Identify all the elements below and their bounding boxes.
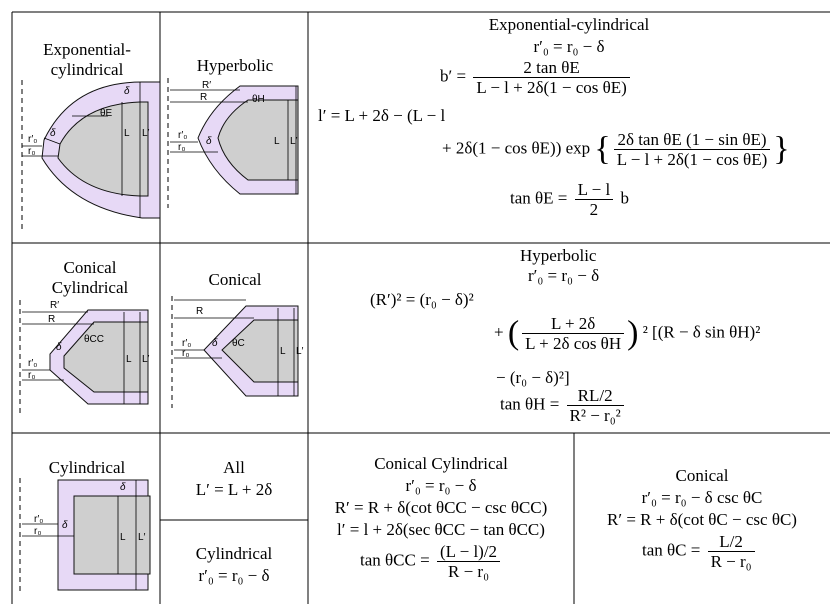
c-tan-lhs: tan θC =: [642, 540, 701, 560]
cyl-r0-label: r₀: [34, 526, 41, 537]
hyp-l2-num: L + 2δ: [522, 314, 625, 334]
hyp-eq-title: Hyperbolic: [520, 246, 597, 265]
exp-eq-b: b′ = 2 tan θE L − l + 2δ(1 − cos θE): [440, 58, 633, 97]
c-theta-label: θC: [232, 338, 245, 349]
exp-b-lhs: b′ =: [440, 66, 467, 86]
hyp-l2-plus: +: [494, 322, 504, 342]
hyp-L-label: L: [274, 136, 280, 147]
cc-Lp-label: L′: [142, 354, 150, 365]
hyp-Rp-label: R′: [202, 80, 211, 91]
exp-eq-l-line2: + 2δ(1 − cos θE)) exp {2δ tan θE (1 − si…: [442, 130, 790, 169]
exp-tan-num: L − l: [574, 180, 614, 200]
exp-l2-a: + 2δ(1 − cos θE)) exp: [442, 138, 591, 158]
hyperbolic-diagram-title: Hyperbolic: [196, 56, 274, 75]
exp-eq-title: Exponential-cylindrical: [488, 15, 650, 34]
cyl-Lp-label: L′: [138, 532, 146, 543]
c-L-label: L: [280, 346, 286, 357]
exp-r0p-label: r′₀: [28, 134, 37, 145]
c-Rp-label: R′: [198, 296, 207, 299]
hyp-eq-line1: (R′)² = (r₀ − δ)²: [370, 290, 474, 309]
cc-eq-l3: l′ = l + 2δ(sec θCC − tan θCC): [337, 520, 545, 539]
exp-tan-lhs: tan θE =: [510, 188, 568, 208]
exp-l2-den: L − l + 2δ(1 − cos θE): [616, 150, 768, 169]
c-eq-l2: R′ = R + δ(cot θC − csc θC): [607, 510, 797, 529]
cc-tan-lhs: tan θCC =: [360, 550, 430, 570]
c-R-label: R: [196, 306, 203, 317]
cc-eq-l2: R′ = R + δ(cot θCC − csc θCC): [334, 498, 548, 517]
exp-eq-l-line1: l′ = L + 2δ − (L − l: [318, 106, 446, 125]
hyp-tan-num: RL/2: [566, 386, 624, 406]
c-tan-den: R − r₀: [710, 552, 752, 571]
exp-theta-label: θE: [100, 108, 113, 119]
cyl-r0p-label: r′₀: [34, 514, 43, 525]
cc-tan-num: (L − l)/2: [436, 542, 501, 562]
exp-delta-top-label: δ: [124, 86, 130, 97]
conical-diagram-title: Conical: [208, 270, 262, 289]
cc-eq-l1: r′₀ = r₀ − δ: [405, 476, 477, 495]
c-delta-label: δ: [212, 338, 218, 349]
cyl-delta-label: δ: [62, 520, 68, 531]
hyp-eq-r0: r′₀ = r₀ − δ: [528, 266, 600, 285]
cyl-eq: r′₀ = r₀ − δ: [198, 566, 270, 585]
cc-theta-label: θCC: [84, 334, 104, 345]
c-eq-l1: r′₀ = r₀ − δ csc θC: [641, 488, 763, 507]
cc-R-label: R: [48, 314, 55, 325]
exp-eq-r0: r′₀ = r₀ − δ: [533, 37, 605, 56]
hyp-l2-b: ² [(R − δ sin θH)²: [642, 322, 761, 342]
exp-delta-label: δ: [50, 128, 56, 139]
cc-delta-label: δ: [56, 342, 62, 353]
hyp-theta-label: θH: [252, 94, 265, 105]
exp-tan-den: 2: [589, 200, 599, 219]
hyp-eq-tan: tan θH = RL/2 R² − r₀²: [500, 386, 627, 425]
hyp-Lp-label: L′: [290, 136, 298, 147]
c-eq-title: Conical: [675, 466, 729, 485]
exp-cyl-diagram: r′₀ r₀ δ δ θE L L′: [21, 80, 160, 230]
exp-l2-num: 2δ tan θE (1 − sin θE): [613, 130, 771, 150]
hyp-eq-line2: + (L + 2δ L + 2δ cos θH) ² [(R − δ sin θH…: [494, 314, 761, 353]
cc-r0p-label: r′₀: [28, 358, 37, 369]
exp-r0-label: r₀: [28, 146, 35, 157]
conical-diagram: R′ R r′₀ r₀ δ θC L L′: [171, 296, 304, 408]
exp-L-label: L: [124, 128, 130, 139]
c-r0p-label: r′₀: [182, 338, 191, 349]
exp-tan-rhs: b: [620, 188, 629, 208]
cylindrical-diagram-title: Cylindrical: [48, 458, 126, 477]
cc-eq-tan: tan θCC = (L − l)/2 R − r₀: [360, 542, 503, 581]
conical-cyl-diagram: R′ R r′₀ r₀ δ θCC L L′: [19, 300, 150, 415]
hyp-l2-den: L + 2δ cos θH: [525, 334, 622, 353]
hyperbolic-diagram: R′ R r′₀ r₀ δ θH L L′: [167, 78, 299, 208]
hyp-r0p-label: r′₀: [178, 130, 187, 141]
exp-Lp-label: L′: [142, 128, 150, 139]
exp-b-den: L − l + 2δ(1 − cos θE): [476, 78, 627, 97]
all-eq: L′ = L + 2δ: [195, 480, 273, 499]
cylindrical-diagram: r′₀ r₀ δ δ L L′: [19, 478, 151, 594]
cc-r0-label: r₀: [28, 370, 35, 381]
cc-tan-den: R − r₀: [447, 562, 489, 581]
hyp-tan-den: R² − r₀²: [569, 406, 621, 425]
cyl-L-label: L: [120, 532, 126, 543]
c-eq-tan: tan θC = L/2 R − r₀: [642, 532, 758, 571]
c-r0-label: r₀: [182, 348, 189, 359]
hyp-delta-label: δ: [206, 136, 212, 147]
conical-cyl-diagram-title: Conical Cylindrical: [51, 258, 129, 297]
cc-eq-title: Conical Cylindrical: [374, 454, 508, 473]
hyp-R-label: R: [200, 92, 207, 103]
hyp-tan-lhs: tan θH =: [500, 394, 560, 414]
hyp-eq-line3: − (r₀ − δ)²]: [496, 368, 570, 387]
hyp-r0-label: r₀: [178, 142, 185, 153]
cc-Rp-label: R′: [50, 300, 59, 311]
exp-b-num: 2 tan θE: [473, 58, 630, 78]
cyl-delta-top-label: δ: [120, 482, 126, 493]
exp-cyl-diagram-title: Exponential-cylindrical: [43, 40, 131, 79]
all-title: All: [223, 458, 245, 477]
cyl-eq-title: Cylindrical: [195, 544, 273, 563]
c-tan-num: L/2: [707, 532, 755, 552]
cc-L-label: L: [126, 354, 132, 365]
c-Lp-label: L′: [296, 346, 304, 357]
